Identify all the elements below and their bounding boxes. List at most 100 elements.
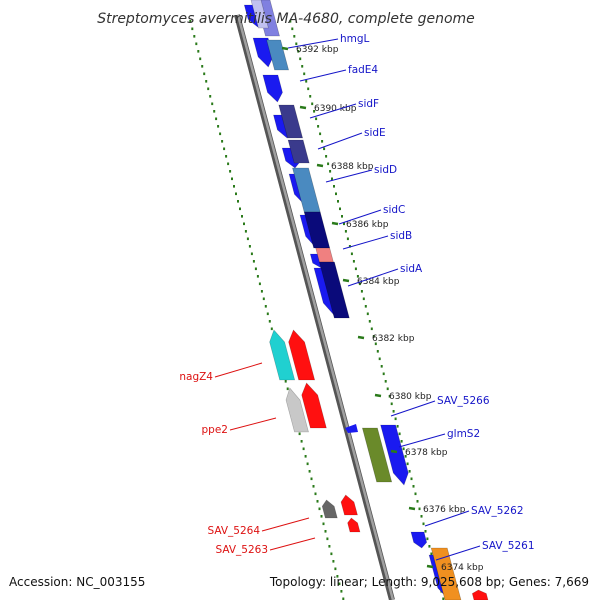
leader-line	[214, 362, 263, 378]
scale-tick	[408, 506, 416, 511]
tick-dot-right	[321, 140, 324, 143]
tick-dot-left	[316, 500, 319, 503]
tick-dot-right	[408, 470, 411, 473]
tick-dot-left	[298, 432, 301, 436]
tick-dot-left	[250, 252, 253, 256]
gene-features	[243, 0, 489, 600]
scale-label: 6374 kbp	[441, 563, 484, 573]
gene-label-fadE4: fadE4	[348, 64, 378, 76]
genome-backbone-highlight	[236, 14, 395, 600]
tick-dot-right	[289, 20, 292, 23]
tick-dot-left	[244, 230, 247, 233]
gene-label-SAV_5262: SAV_5262	[471, 505, 524, 517]
tick-dot-right	[344, 230, 347, 233]
cds-arrow-forward	[410, 531, 428, 549]
scale-tick	[426, 564, 434, 569]
tick-dot-right	[360, 290, 363, 293]
tick-dot-right	[420, 515, 423, 518]
tick-dot-left	[312, 485, 315, 488]
tick-dot-left	[330, 552, 333, 556]
tick-dot-right	[291, 27, 294, 31]
tick-dot-right	[396, 425, 399, 428]
scale-label: 6388 kbp	[331, 162, 374, 172]
tick-dot-right	[313, 110, 316, 113]
tick-dot-left	[209, 95, 212, 98]
tick-dot-left	[189, 20, 192, 23]
tick-dot-left	[203, 72, 206, 76]
tick-dot-right	[388, 395, 391, 398]
tick-dot-left	[252, 260, 255, 263]
tick-dot-left	[225, 155, 228, 158]
tick-dot-left	[256, 275, 259, 278]
gene-label-hmgL: hmgL	[340, 33, 370, 45]
tick-dot-right	[390, 402, 393, 406]
tick-dot-right	[394, 417, 397, 421]
tick-dot-right	[424, 530, 427, 533]
tick-dot-right	[297, 50, 300, 53]
gene-arrow-SAV_5264	[321, 499, 338, 519]
tick-dot-right	[386, 387, 389, 391]
tick-dot-right	[402, 447, 405, 451]
gene-box-fadE4	[266, 39, 289, 71]
tick-dot-left	[211, 102, 214, 106]
tick-dot-right	[323, 147, 326, 151]
tick-dot-right	[410, 477, 413, 481]
leader-line	[338, 209, 382, 225]
tick-dot-right	[337, 200, 339, 203]
tick-dot-right	[303, 72, 306, 76]
tick-dot-left	[191, 27, 194, 31]
gene-label-SAV_5264: SAV_5264	[207, 525, 260, 537]
leader-line	[342, 235, 389, 250]
tick-dot-right	[327, 162, 330, 166]
scale-label: 6392 kbp	[296, 45, 339, 55]
gene-label-sidC: sidC	[383, 204, 405, 216]
tick-dot-right	[412, 485, 415, 488]
map-title: Streptomyces avermitilis MA-4680, comple…	[97, 11, 475, 27]
scale-tick	[281, 46, 289, 51]
gene-arrow-nagZ4	[269, 329, 296, 381]
leader-line	[269, 537, 316, 551]
gene-label-SAV_5266: SAV_5266	[437, 395, 490, 407]
tick-dot-right	[382, 372, 385, 376]
accession-text: Accession: NC_003155	[9, 575, 145, 589]
tick-dot-left	[246, 237, 249, 241]
tick-dot-left	[237, 200, 239, 203]
tick-dot-right	[368, 320, 371, 323]
tick-dot-right	[358, 282, 361, 286]
tick-dot-left	[205, 80, 208, 83]
topology-text: Topology: linear; Length: 9,025,608 bp; …	[269, 575, 589, 589]
tick-dot-right	[422, 522, 425, 526]
tick-dot-right	[305, 80, 308, 83]
scale-label: 6380 kbp	[389, 392, 432, 402]
tick-dot-right	[374, 342, 377, 346]
tick-dot-left	[324, 530, 327, 533]
tick-dot-right	[335, 192, 337, 196]
scale-label: 6376 kbp	[423, 505, 466, 515]
tick-dot-right	[406, 462, 409, 466]
tick-dot-right	[372, 335, 375, 338]
tick-dot-left	[207, 87, 210, 91]
tick-dot-left	[231, 177, 233, 181]
tick-dot-left	[338, 582, 341, 586]
tick-dot-right	[384, 380, 387, 383]
tick-dot-right	[319, 132, 322, 136]
tick-dot-left	[268, 320, 271, 323]
cds-arrow-forward	[262, 74, 283, 103]
tick-dot-left	[260, 290, 263, 293]
gene-labels: hmgL fadE4 sidF sidE sidD sidC sidB sidA SAV_526…	[179, 33, 535, 561]
tick-dot-left	[217, 125, 220, 128]
scale-label: 6382 kbp	[372, 334, 415, 344]
leader-line	[435, 545, 481, 561]
gene-label-glmS2: glmS2	[447, 428, 480, 440]
tick-dot-left	[342, 597, 345, 600]
tick-dot-left	[258, 282, 261, 286]
gene-arrow-reverse	[288, 329, 316, 381]
tick-dot-right	[331, 177, 333, 181]
leader-line	[261, 517, 310, 532]
leader-line	[424, 510, 470, 527]
tick-dot-left	[227, 162, 230, 166]
scale-tick	[316, 163, 324, 168]
scale-label: 6390 kbp	[314, 104, 357, 114]
tick-dot-left	[284, 380, 287, 383]
scale-label: 6378 kbp	[405, 448, 448, 458]
